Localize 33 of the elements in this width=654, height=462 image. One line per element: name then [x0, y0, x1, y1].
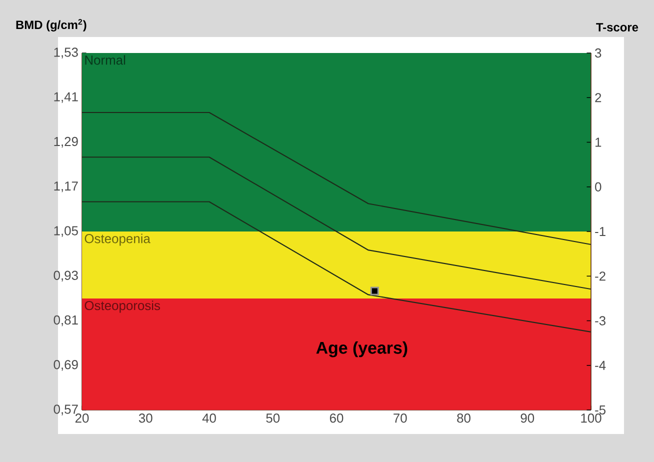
y-tick-label: 1,29 [54, 136, 78, 148]
y-tick-label: 0,69 [54, 360, 78, 371]
y-tick-label: 0,93 [54, 270, 78, 282]
y-tick-label: 1,17 [54, 182, 78, 192]
x-tick-label: 60 [330, 414, 344, 423]
y2-tick-label: -2 [595, 272, 606, 281]
y-tick-label: 1,53 [54, 48, 78, 58]
x-tick-label: 50 [266, 414, 280, 423]
x-tick-label: 80 [457, 414, 470, 423]
x-tick-label: 40 [202, 414, 216, 423]
x-tick-label: 70 [394, 414, 407, 423]
y2-tick-label: 3 [595, 48, 602, 58]
x-tick-label: 100 [581, 414, 602, 423]
band-label: Osteopenia [84, 234, 150, 246]
y-tick-label: 0,81 [54, 315, 78, 326]
y2-tick-label: -1 [595, 227, 606, 236]
band-label: Normal [85, 55, 126, 65]
band-label: Osteoporosis [84, 300, 160, 313]
x-axis-title: Age (years) [316, 341, 408, 358]
y2-tick-label: 0 [595, 182, 602, 192]
y-tick-label: 1,05 [54, 226, 78, 237]
y2-tick-label: 2 [595, 93, 602, 102]
y-tick-label: 1,41 [54, 92, 78, 103]
y2-tick-label: 1 [596, 138, 602, 147]
y2-axis-title: T-score [596, 23, 638, 32]
y-tick-label: 0,57 [54, 404, 78, 416]
x-tick-label: 20 [75, 414, 89, 423]
x-tick-label: 30 [138, 414, 152, 423]
y2-tick-label: -4 [595, 360, 606, 370]
y2-tick-label: -5 [595, 405, 606, 415]
x-tick-label: 90 [520, 414, 534, 423]
y-axis-title: BMD (g/cm$^{2}$) [16, 19, 86, 32]
y2-tick-label: -3 [595, 316, 606, 326]
